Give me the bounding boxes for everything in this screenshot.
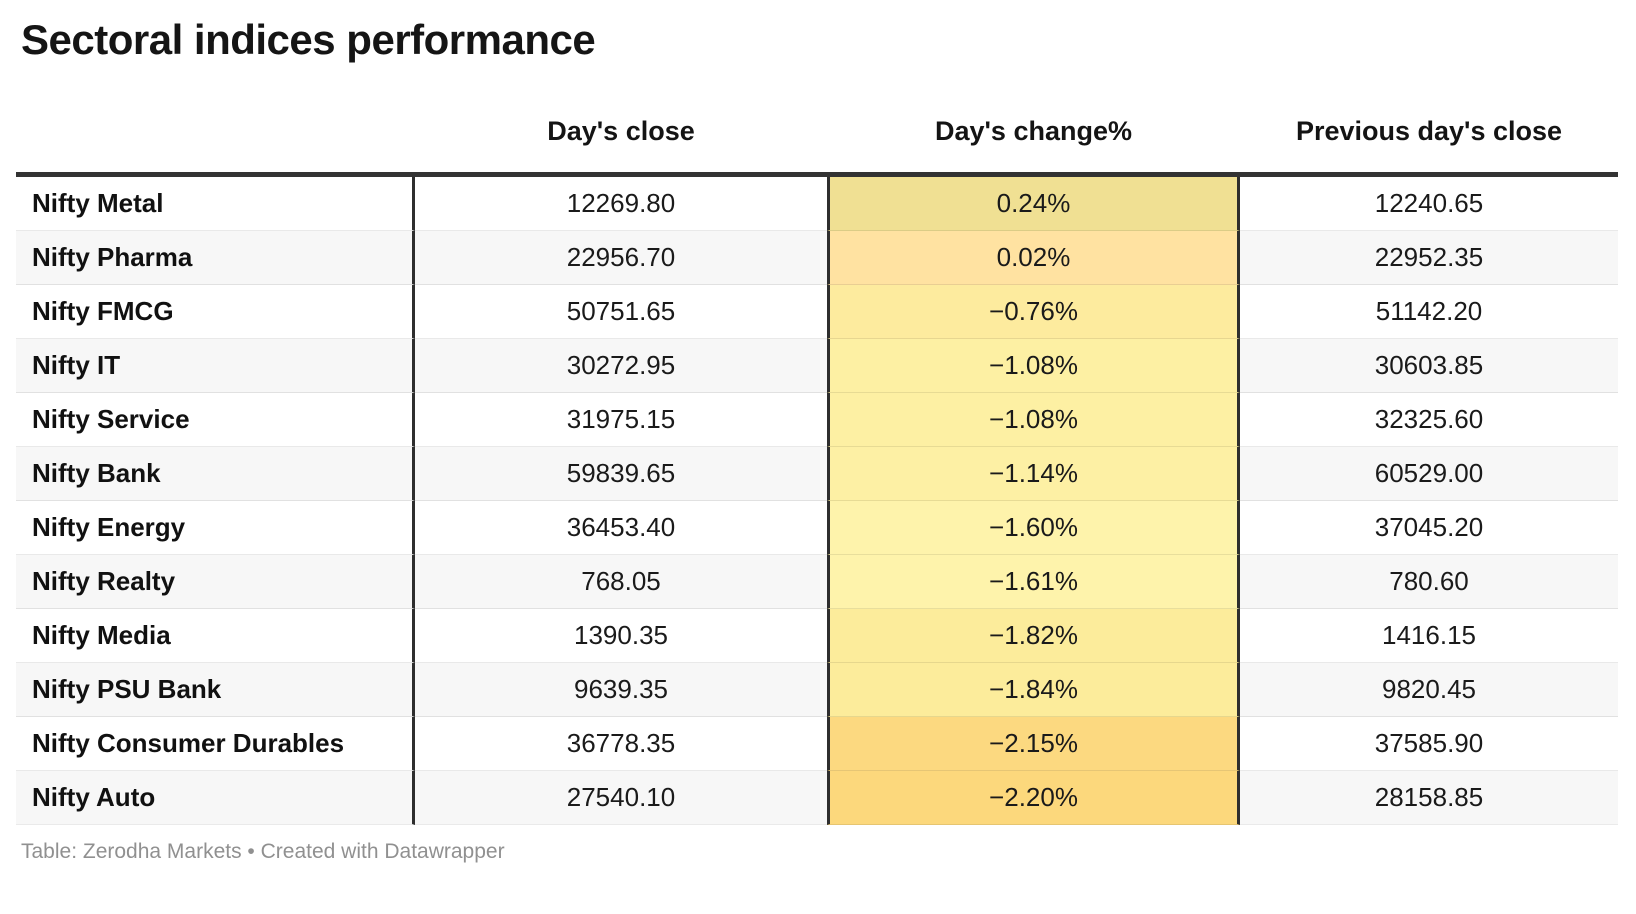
table-row: Nifty Bank 59839.65 −1.14% 60529.00	[16, 447, 1618, 501]
days-change-cell: −1.60%	[827, 501, 1240, 555]
row-label: Nifty Service	[16, 393, 415, 447]
days-close-cell: 31975.15	[415, 393, 827, 447]
prev-close-cell: 12240.65	[1240, 177, 1618, 231]
days-close-cell: 22956.70	[415, 231, 827, 285]
row-label: Nifty Consumer Durables	[16, 717, 415, 771]
table-row: Nifty FMCG 50751.65 −0.76% 51142.20	[16, 285, 1618, 339]
days-close-cell: 27540.10	[415, 771, 827, 825]
days-close-cell: 12269.80	[415, 177, 827, 231]
row-label: Nifty PSU Bank	[16, 663, 415, 717]
row-label: Nifty Bank	[16, 447, 415, 501]
header-index-name	[16, 64, 415, 177]
days-change-cell: −2.20%	[827, 771, 1240, 825]
row-label: Nifty Metal	[16, 177, 415, 231]
row-label: Nifty Media	[16, 609, 415, 663]
days-change-cell: 0.24%	[827, 177, 1240, 231]
days-close-cell: 30272.95	[415, 339, 827, 393]
days-change-cell: −0.76%	[827, 285, 1240, 339]
table-row: Nifty Metal 12269.80 0.24% 12240.65	[16, 177, 1618, 231]
table-row: Nifty Auto 27540.10 −2.20% 28158.85	[16, 771, 1618, 825]
row-label: Nifty Pharma	[16, 231, 415, 285]
days-close-cell: 36778.35	[415, 717, 827, 771]
row-label: Nifty FMCG	[16, 285, 415, 339]
row-label: Nifty IT	[16, 339, 415, 393]
header-days-close: Day's close	[415, 64, 827, 177]
days-close-cell: 9639.35	[415, 663, 827, 717]
header-row: Day's close Day's change% Previous day's…	[16, 64, 1618, 177]
days-close-cell: 59839.65	[415, 447, 827, 501]
prev-close-cell: 28158.85	[1240, 771, 1618, 825]
prev-close-cell: 1416.15	[1240, 609, 1618, 663]
prev-close-cell: 22952.35	[1240, 231, 1618, 285]
row-label: Nifty Auto	[16, 771, 415, 825]
table-row: Nifty Media 1390.35 −1.82% 1416.15	[16, 609, 1618, 663]
prev-close-cell: 37045.20	[1240, 501, 1618, 555]
sectoral-indices-table: Day's close Day's change% Previous day's…	[16, 64, 1618, 825]
days-close-cell: 768.05	[415, 555, 827, 609]
prev-close-cell: 32325.60	[1240, 393, 1618, 447]
page-title: Sectoral indices performance	[21, 16, 596, 63]
table-row: Nifty Realty 768.05 −1.61% 780.60	[16, 555, 1618, 609]
days-change-cell: −1.84%	[827, 663, 1240, 717]
days-change-cell: −1.82%	[827, 609, 1240, 663]
days-change-cell: −1.14%	[827, 447, 1240, 501]
table-row: Nifty Pharma 22956.70 0.02% 22952.35	[16, 231, 1618, 285]
table-row: Nifty Energy 36453.40 −1.60% 37045.20	[16, 501, 1618, 555]
table-footer-attribution: Table: Zerodha Markets • Created with Da…	[21, 840, 505, 863]
days-change-cell: 0.02%	[827, 231, 1240, 285]
days-close-cell: 36453.40	[415, 501, 827, 555]
prev-close-cell: 60529.00	[1240, 447, 1618, 501]
days-change-cell: −2.15%	[827, 717, 1240, 771]
table-header: Day's close Day's change% Previous day's…	[16, 64, 1618, 177]
days-close-cell: 1390.35	[415, 609, 827, 663]
prev-close-cell: 30603.85	[1240, 339, 1618, 393]
prev-close-cell: 9820.45	[1240, 663, 1618, 717]
days-close-cell: 50751.65	[415, 285, 827, 339]
header-previous-close: Previous day's close	[1240, 64, 1618, 177]
table-row: Nifty PSU Bank 9639.35 −1.84% 9820.45	[16, 663, 1618, 717]
header-days-change: Day's change%	[827, 64, 1240, 177]
prev-close-cell: 51142.20	[1240, 285, 1618, 339]
days-change-cell: −1.61%	[827, 555, 1240, 609]
table-body: Nifty Metal 12269.80 0.24% 12240.65 Nift…	[16, 177, 1618, 825]
prev-close-cell: 37585.90	[1240, 717, 1618, 771]
table-row: Nifty Service 31975.15 −1.08% 32325.60	[16, 393, 1618, 447]
table-row: Nifty IT 30272.95 −1.08% 30603.85	[16, 339, 1618, 393]
row-label: Nifty Energy	[16, 501, 415, 555]
row-label: Nifty Realty	[16, 555, 415, 609]
prev-close-cell: 780.60	[1240, 555, 1618, 609]
days-change-cell: −1.08%	[827, 339, 1240, 393]
days-change-cell: −1.08%	[827, 393, 1240, 447]
table-row: Nifty Consumer Durables 36778.35 −2.15% …	[16, 717, 1618, 771]
